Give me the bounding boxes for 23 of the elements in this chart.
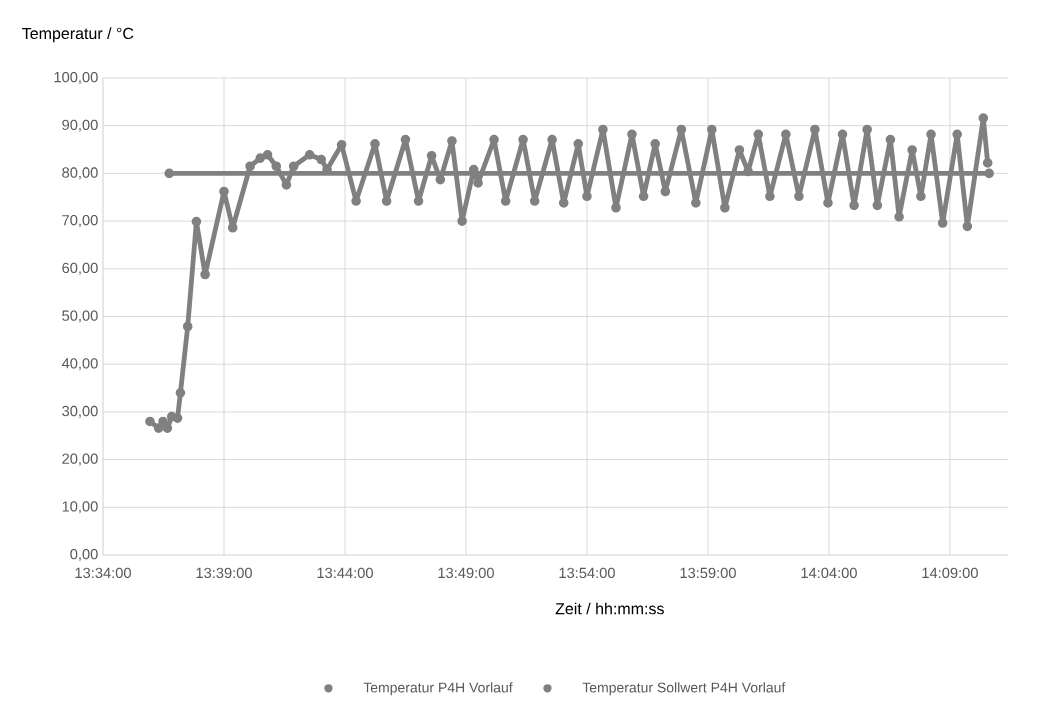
y-tick-label: 10,00 [62, 501, 98, 514]
y-tick-label: 80,00 [62, 167, 98, 180]
legend-label: Temperatur Sollwert P4H Vorlauf [582, 682, 786, 696]
y-tick-label: 40,00 [61, 358, 98, 371]
x-tick-label: 13:44:00 [317, 567, 373, 579]
y-tick-label: 30,00 [62, 405, 98, 418]
x-tick-label: 13:59:00 [680, 567, 736, 579]
legend-label: Temperatur P4H Vorlauf [363, 682, 513, 696]
x-tick-label: 13:54:00 [559, 567, 615, 579]
y-tick-label: 70,00 [62, 215, 98, 228]
y-tick-label: 90,00 [62, 119, 98, 132]
y-tick-label: 20,00 [62, 453, 98, 466]
y-tick-label: 50,00 [62, 310, 98, 323]
x-axis-title: Zeit / hh:mm:ss [555, 602, 664, 615]
x-tick-label: 14:04:00 [801, 567, 857, 579]
x-tick-label: 13:34:00 [75, 567, 131, 579]
y-axis-title: Temperatur / °C [22, 27, 134, 43]
x-tick-label: 14:09:00 [922, 567, 978, 579]
x-tick-label: 13:49:00 [438, 567, 494, 579]
y-tick-label: 60,00 [62, 262, 98, 275]
x-tick-label: 13:39:00 [196, 567, 252, 579]
y-tick-label: 0,00 [70, 548, 98, 562]
y-tick-label: 100,00 [54, 71, 98, 85]
